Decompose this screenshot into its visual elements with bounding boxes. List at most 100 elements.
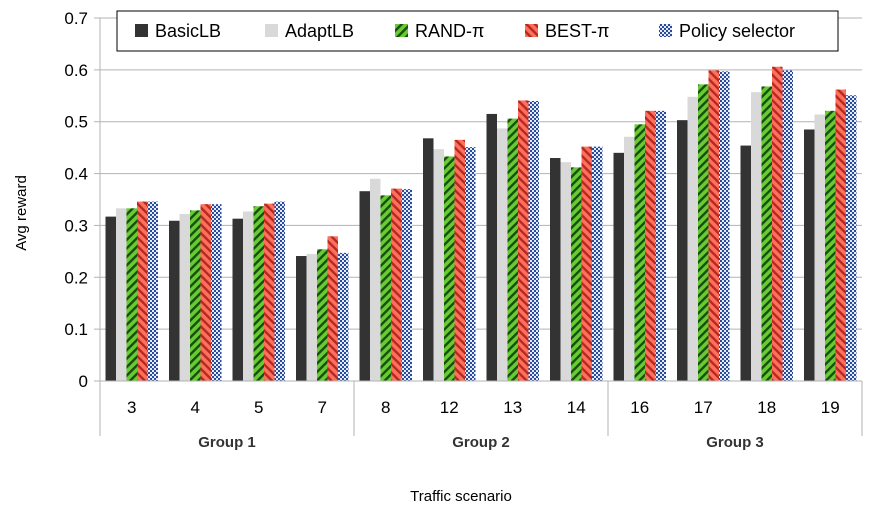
bar-adaptlb-13 [497, 128, 508, 381]
bar-rand--17 [698, 84, 709, 382]
group-labels: Group 1 Group 2 Group 3 [99, 381, 863, 451]
x-tick-label: 17 [694, 398, 713, 417]
legend-swatch [135, 24, 148, 37]
bar-policy-selector-16 [655, 110, 666, 382]
x-tick-label: 8 [381, 398, 390, 417]
x-tick-label: 4 [191, 398, 200, 417]
bar-basiclb-12 [423, 138, 434, 381]
bar-best--18 [772, 66, 783, 381]
y-tick-label: 0.4 [64, 165, 88, 184]
bar-basiclb-18 [740, 145, 751, 381]
axes [99, 18, 862, 382]
bar-adaptlb-14 [560, 162, 571, 381]
x-axis-title: Traffic scenario [410, 488, 512, 505]
bar-best--8 [391, 188, 402, 381]
bar-best--19 [835, 89, 846, 381]
y-tick-label: 0.2 [64, 268, 88, 287]
bar-adaptlb-17 [687, 96, 698, 381]
bar-adaptlb-7 [306, 253, 317, 381]
group-label: Group 1 [198, 434, 256, 451]
bar-rand--13 [507, 118, 518, 382]
bar-rand--16 [634, 124, 645, 382]
bar-rand--12 [444, 156, 455, 381]
x-tick-label: 5 [254, 398, 263, 417]
bar-best--14 [581, 146, 592, 381]
bar-policy-selector-7 [338, 252, 349, 381]
x-tick-label: 16 [630, 398, 649, 417]
bar-rand--14 [571, 167, 582, 381]
x-tick-label: 19 [821, 398, 840, 417]
legend-label: BasicLB [155, 21, 221, 41]
bar-adaptlb-16 [624, 136, 635, 381]
x-tick-label: 14 [567, 398, 586, 417]
y-axis-title: Avg reward [13, 175, 30, 251]
bar-rand--18 [761, 86, 772, 382]
y-tick-label: 0.5 [64, 113, 88, 132]
bar-policy-selector-4 [211, 204, 222, 381]
bar-rand--3 [126, 208, 137, 381]
bar-adaptlb-8 [370, 178, 381, 381]
bar-policy-selector-14 [592, 146, 603, 381]
bar-adaptlb-5 [243, 211, 254, 381]
bar-best--4 [200, 204, 211, 381]
bar-policy-selector-12 [465, 147, 476, 381]
x-tick-label: 7 [318, 398, 327, 417]
bar-basiclb-4 [169, 220, 180, 381]
bar-policy-selector-19 [846, 95, 857, 381]
y-tick-label: 0 [79, 372, 88, 391]
bar-adaptlb-12 [433, 149, 444, 381]
bar-best--7 [327, 236, 338, 381]
bar-basiclb-13 [486, 113, 497, 381]
bar-rand--5 [253, 206, 264, 381]
bar-adaptlb-3 [116, 208, 127, 381]
bar-basiclb-5 [232, 218, 243, 381]
bar-policy-selector-8 [401, 189, 412, 381]
y-tick-label: 0.1 [64, 320, 88, 339]
bar-adaptlb-19 [814, 114, 825, 381]
group-label: Group 2 [452, 434, 510, 451]
bar-rand--4 [190, 210, 201, 381]
legend-label: RAND-π [415, 21, 484, 41]
legend-swatch [395, 24, 408, 37]
x-tick-label: 13 [503, 398, 522, 417]
bar-rand--19 [825, 110, 836, 382]
bar-policy-selector-17 [719, 71, 730, 382]
x-tick-label: 3 [127, 398, 136, 417]
bar-policy-selector-18 [782, 70, 793, 381]
bar-policy-selector-13 [528, 100, 539, 381]
bar-best--3 [137, 201, 148, 381]
legend-label: Policy selector [679, 21, 795, 41]
bar-basiclb-19 [804, 129, 815, 381]
group-label: Group 3 [706, 434, 764, 451]
bar-best--13 [518, 100, 529, 382]
x-tick-label: 18 [757, 398, 776, 417]
bar-adaptlb-4 [179, 214, 190, 381]
legend: BasicLB AdaptLB RAND-π BEST-π Policy selecto… [116, 10, 839, 52]
bar-basiclb-14 [550, 158, 561, 381]
bar-best--5 [264, 203, 275, 381]
y-tick-labels: 0 0.1 0.2 0.3 0.4 0.5 0.6 0.7 [64, 9, 88, 391]
legend-swatch [659, 24, 672, 37]
bar-basiclb-7 [296, 256, 307, 381]
legend-swatch [265, 24, 278, 37]
bar-best--12 [454, 139, 465, 381]
legend-box [116, 10, 839, 52]
y-tick-label: 0.3 [64, 216, 88, 235]
bars [105, 66, 857, 382]
bar-adaptlb-18 [751, 92, 762, 382]
bar-best--17 [708, 70, 719, 381]
bar-rand--8 [380, 195, 391, 381]
bar-basiclb-16 [613, 152, 624, 381]
legend-label: BEST-π [545, 21, 609, 41]
x-tick-labels: 3 4 5 7 8 12 13 14 16 17 18 19 [127, 398, 840, 417]
legend-swatch [525, 24, 538, 37]
bar-basiclb-8 [359, 191, 370, 381]
x-tick-label: 12 [440, 398, 459, 417]
bar-basiclb-17 [677, 120, 688, 381]
y-tick-label: 0.6 [64, 61, 88, 80]
bar-best--16 [645, 110, 656, 382]
bar-basiclb-3 [105, 216, 116, 381]
y-tick-label: 0.7 [64, 9, 88, 28]
bar-policy-selector-5 [274, 201, 285, 381]
